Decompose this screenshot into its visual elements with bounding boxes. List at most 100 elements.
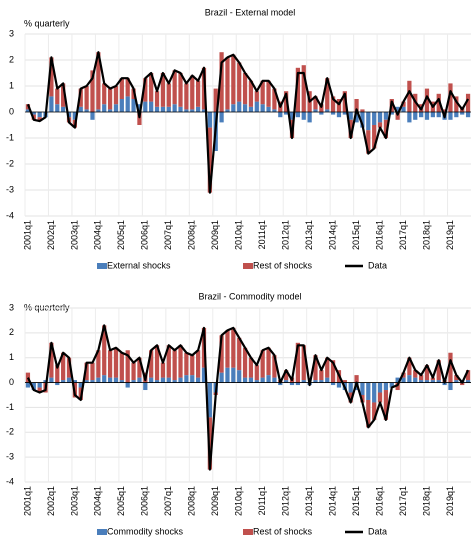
x-tick-label: 2004q1 xyxy=(93,220,103,250)
bar-segment xyxy=(284,370,289,381)
x-tick-label: 2014q1 xyxy=(327,220,337,250)
bar-segment xyxy=(289,382,295,386)
bar-segment xyxy=(61,380,66,383)
bar-segment xyxy=(37,117,42,122)
x-tick-label: 2002q1 xyxy=(46,220,56,250)
x-tick-label: 2008q1 xyxy=(187,220,197,250)
bar-segment xyxy=(454,112,459,118)
bar-segment xyxy=(131,99,136,112)
chart-title: Brazil - External model xyxy=(205,7,296,17)
bar-segment xyxy=(436,93,441,112)
bar-segment xyxy=(366,130,371,154)
bar-segment xyxy=(119,352,124,381)
bar-segment xyxy=(154,91,160,107)
bar-segment xyxy=(383,119,389,138)
x-tick-label: 2013q1 xyxy=(304,486,314,516)
bar-segment xyxy=(413,377,418,383)
bar-segment xyxy=(301,380,306,383)
bar-segment xyxy=(325,357,330,378)
bar-segment xyxy=(430,377,435,381)
bar-segment xyxy=(295,112,300,118)
bar-segment xyxy=(330,96,336,112)
bar-segment xyxy=(107,377,113,383)
bar-segment xyxy=(96,350,101,378)
bar-segment xyxy=(231,104,236,112)
x-tick-label: 2001q1 xyxy=(22,486,32,516)
x-tick-label: 2008q1 xyxy=(187,486,197,516)
bar-segment xyxy=(184,375,189,383)
bar-segment xyxy=(330,382,336,386)
bar-segment xyxy=(231,327,236,368)
x-tick-label: 2014q1 xyxy=(327,486,337,516)
bar-segment xyxy=(149,101,154,112)
bar-segment xyxy=(154,380,160,383)
bar-segment xyxy=(49,342,54,378)
bar-segment xyxy=(254,91,259,102)
bar-segment xyxy=(248,80,254,107)
bar-segment xyxy=(125,78,130,97)
bar-segment xyxy=(55,88,60,105)
x-tick-label: 2010q1 xyxy=(234,486,244,516)
x-tick-label: 2009q1 xyxy=(210,220,220,250)
bar-segment xyxy=(55,104,60,112)
bar-segment xyxy=(336,112,342,118)
bar-segment xyxy=(419,380,424,383)
bar-segment xyxy=(107,350,113,378)
bar-segment xyxy=(389,382,394,388)
x-tick-label: 2017q1 xyxy=(398,486,408,516)
data-line xyxy=(26,324,470,471)
bar-segment xyxy=(348,119,353,138)
legend-label: Data xyxy=(368,526,387,536)
bar-segment xyxy=(295,342,300,383)
bar-segment xyxy=(442,109,447,112)
bar-segment xyxy=(242,73,248,105)
bar-segment xyxy=(84,380,89,383)
bar-segment xyxy=(248,106,254,112)
bar-segment xyxy=(119,99,124,112)
bar-segment xyxy=(219,52,224,112)
bar-segment xyxy=(207,382,212,418)
bar-segment xyxy=(254,101,259,112)
bar-segment xyxy=(424,380,430,383)
x-tick-label: 2006q1 xyxy=(140,486,150,516)
bar-segment xyxy=(454,96,459,112)
x-tick-label: 2016q1 xyxy=(374,486,384,516)
y-tick-label: -3 xyxy=(6,184,14,194)
bar-segment xyxy=(242,377,248,383)
bar-segment xyxy=(143,382,148,391)
bar-segment xyxy=(66,112,72,118)
x-tick-label: 2018q1 xyxy=(421,486,431,516)
bar-segment xyxy=(407,357,412,376)
bar-segment xyxy=(260,350,265,378)
bar-segment xyxy=(113,104,119,112)
bar-segment xyxy=(354,112,359,123)
bar-segment xyxy=(424,112,430,120)
bar-segment xyxy=(190,109,195,112)
x-tick-label: 2002q1 xyxy=(46,486,56,516)
bar-segment xyxy=(284,380,289,383)
bar-segment xyxy=(172,70,177,105)
bar-segment xyxy=(424,88,430,112)
bar-segment xyxy=(90,380,95,383)
bar-segment xyxy=(166,345,171,378)
bar-segment xyxy=(84,362,89,381)
x-tick-label: 2001q1 xyxy=(22,220,32,250)
bar-segment xyxy=(395,377,400,383)
bar-segment xyxy=(295,67,300,112)
x-tick-label: 2011q1 xyxy=(257,486,267,515)
bar-segment xyxy=(231,367,236,383)
bar-segment xyxy=(389,112,394,115)
x-tick-label: 2018q1 xyxy=(421,220,431,250)
bar-segment xyxy=(289,112,295,120)
bar-segment xyxy=(37,112,42,118)
bar-segment xyxy=(342,112,347,115)
bar-segment xyxy=(278,112,283,118)
bar-segment xyxy=(336,99,342,112)
bar-segment xyxy=(190,355,195,376)
bar-segment xyxy=(319,104,324,112)
bar-segment xyxy=(178,73,183,107)
bar-segment xyxy=(184,83,189,110)
bar-segment xyxy=(313,96,318,110)
bar-segment xyxy=(319,370,324,381)
bar-segment xyxy=(55,382,60,386)
